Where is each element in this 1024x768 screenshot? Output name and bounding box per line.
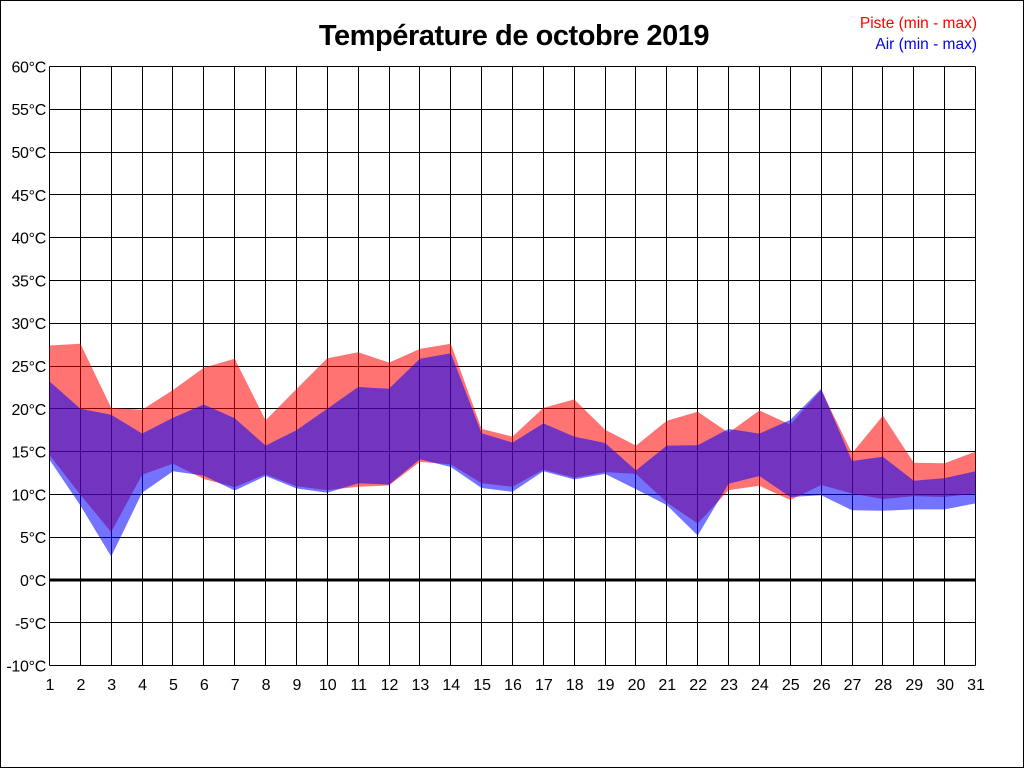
svg-text:1: 1 bbox=[46, 677, 55, 694]
svg-text:12: 12 bbox=[381, 677, 399, 694]
svg-text:2: 2 bbox=[76, 677, 85, 694]
svg-text:-10°C: -10°C bbox=[6, 659, 46, 676]
svg-text:15: 15 bbox=[473, 677, 491, 694]
svg-text:6: 6 bbox=[200, 677, 209, 694]
svg-text:18: 18 bbox=[566, 677, 584, 694]
svg-text:-5°C: -5°C bbox=[15, 616, 46, 633]
svg-text:23: 23 bbox=[720, 677, 738, 694]
svg-text:35°C: 35°C bbox=[11, 273, 46, 290]
svg-text:21: 21 bbox=[658, 677, 676, 694]
svg-text:4: 4 bbox=[138, 677, 147, 694]
svg-text:13: 13 bbox=[412, 677, 430, 694]
svg-text:27: 27 bbox=[844, 677, 862, 694]
svg-text:22: 22 bbox=[689, 677, 707, 694]
svg-text:25°C: 25°C bbox=[11, 359, 46, 376]
svg-text:8: 8 bbox=[262, 677, 271, 694]
svg-text:40°C: 40°C bbox=[11, 231, 46, 248]
svg-text:17: 17 bbox=[535, 677, 553, 694]
svg-text:5°C: 5°C bbox=[20, 530, 46, 547]
svg-text:24: 24 bbox=[751, 677, 769, 694]
svg-text:9: 9 bbox=[292, 677, 301, 694]
svg-text:7: 7 bbox=[231, 677, 240, 694]
svg-text:10: 10 bbox=[319, 677, 337, 694]
svg-text:14: 14 bbox=[442, 677, 460, 694]
svg-text:11: 11 bbox=[350, 677, 367, 694]
svg-text:30: 30 bbox=[936, 677, 954, 694]
svg-text:45°C: 45°C bbox=[11, 188, 46, 205]
svg-text:31: 31 bbox=[967, 677, 985, 694]
svg-text:20: 20 bbox=[628, 677, 646, 694]
svg-text:5: 5 bbox=[169, 677, 178, 694]
svg-text:55°C: 55°C bbox=[11, 102, 46, 119]
svg-text:60°C: 60°C bbox=[11, 59, 46, 76]
svg-text:30°C: 30°C bbox=[11, 316, 46, 333]
svg-text:50°C: 50°C bbox=[11, 145, 46, 162]
svg-text:0°C: 0°C bbox=[20, 573, 46, 590]
svg-text:10°C: 10°C bbox=[11, 487, 46, 504]
svg-text:25: 25 bbox=[782, 677, 800, 694]
svg-text:26: 26 bbox=[813, 677, 831, 694]
svg-text:19: 19 bbox=[597, 677, 615, 694]
svg-text:20°C: 20°C bbox=[11, 402, 46, 419]
svg-text:3: 3 bbox=[107, 677, 116, 694]
svg-text:28: 28 bbox=[875, 677, 893, 694]
svg-text:15°C: 15°C bbox=[11, 445, 46, 462]
svg-text:29: 29 bbox=[905, 677, 923, 694]
svg-text:16: 16 bbox=[504, 677, 522, 694]
